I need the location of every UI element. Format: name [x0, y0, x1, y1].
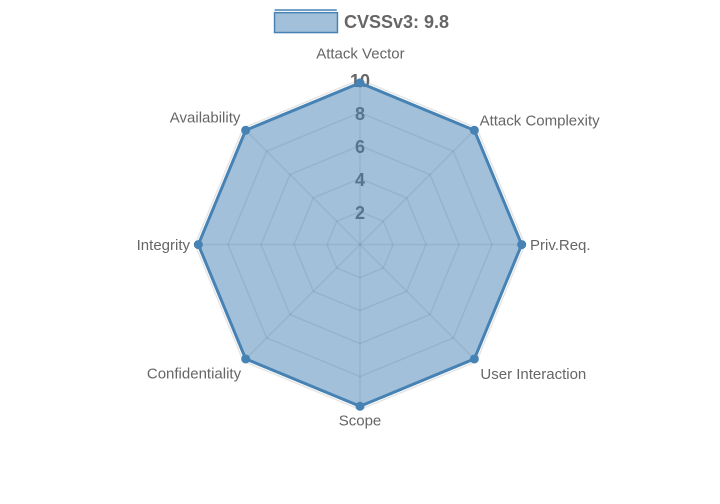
svg-text:Scope: Scope: [339, 413, 382, 430]
svg-text:Integrity: Integrity: [137, 237, 191, 254]
svg-text:Availability: Availability: [170, 109, 241, 126]
svg-text:Attack Complexity: Attack Complexity: [480, 113, 601, 130]
svg-text:Attack Vector: Attack Vector: [316, 45, 404, 62]
svg-text:Confidentiality: Confidentiality: [147, 365, 242, 382]
svg-text:User Interaction: User Interaction: [480, 366, 586, 383]
svg-text:CVSSv3: 9.8: CVSSv3: 9.8: [344, 12, 449, 32]
svg-text:Priv.Req.: Priv.Req.: [530, 237, 591, 254]
